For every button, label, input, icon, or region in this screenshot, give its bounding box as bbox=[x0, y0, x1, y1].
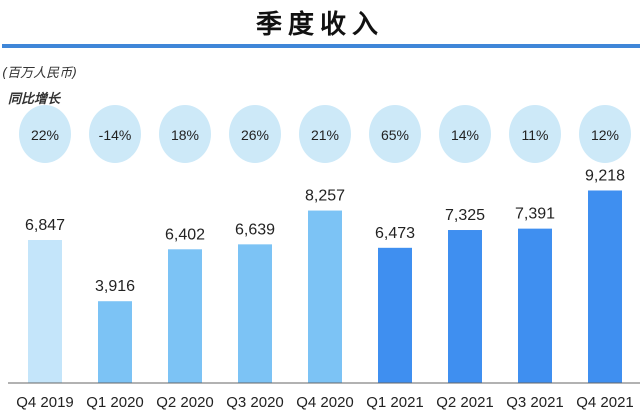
x-tick-label: Q4 2020 bbox=[296, 394, 354, 411]
bar bbox=[588, 190, 622, 383]
bar-value-label: 8,257 bbox=[305, 188, 345, 205]
bar-value-label: 9,218 bbox=[585, 167, 625, 184]
x-tick-label: Q3 2020 bbox=[226, 394, 284, 411]
bar bbox=[238, 244, 272, 383]
yoy-circle bbox=[299, 105, 351, 163]
yoy-growth-label: 同比增长 bbox=[8, 92, 61, 107]
yoy-circle bbox=[19, 105, 71, 163]
x-tick-label: Q4 2021 bbox=[576, 394, 634, 411]
yoy-circle bbox=[89, 105, 141, 163]
yoy-value: 65% bbox=[381, 127, 409, 143]
x-tick-label: Q2 2020 bbox=[156, 394, 214, 411]
bar bbox=[168, 249, 202, 383]
bar-value-label: 6,473 bbox=[375, 225, 415, 242]
bar bbox=[28, 240, 62, 383]
yoy-value: 12% bbox=[591, 127, 619, 143]
yoy-circle bbox=[369, 105, 421, 163]
x-tick-label: Q3 2021 bbox=[506, 394, 564, 411]
unit-label: (百万人民币) bbox=[2, 66, 78, 81]
yoy-circle bbox=[509, 105, 561, 163]
bar bbox=[448, 230, 482, 383]
chart-title: 季度收入 bbox=[255, 10, 384, 40]
bar-value-label: 3,916 bbox=[95, 278, 135, 295]
x-tick-label: Q1 2020 bbox=[86, 394, 144, 411]
yoy-value: 11% bbox=[522, 127, 549, 143]
yoy-value: 18% bbox=[171, 127, 199, 143]
yoy-value: 22% bbox=[31, 127, 59, 143]
title-divider bbox=[2, 44, 640, 48]
bar-value-label: 6,639 bbox=[235, 221, 275, 238]
bar-value-label: 7,325 bbox=[445, 207, 485, 224]
yoy-circle bbox=[159, 105, 211, 163]
yoy-value: 14% bbox=[451, 127, 479, 143]
x-tick-label: Q2 2021 bbox=[436, 394, 494, 411]
yoy-circle bbox=[439, 105, 491, 163]
yoy-circle bbox=[579, 105, 631, 163]
yoy-value: 21% bbox=[311, 127, 339, 143]
bar-value-label: 6,847 bbox=[25, 217, 65, 234]
yoy-circle bbox=[229, 105, 281, 163]
yoy-value: 26% bbox=[241, 127, 269, 143]
x-tick-label: Q1 2021 bbox=[366, 394, 424, 411]
bar-value-label: 6,402 bbox=[165, 226, 205, 243]
bar-value-label: 7,391 bbox=[515, 206, 555, 223]
yoy-value: -14% bbox=[99, 127, 132, 143]
bar bbox=[378, 247, 412, 383]
bar bbox=[98, 301, 132, 383]
bar bbox=[308, 210, 342, 383]
x-tick-label: Q4 2019 bbox=[16, 394, 74, 411]
bar bbox=[518, 228, 552, 383]
